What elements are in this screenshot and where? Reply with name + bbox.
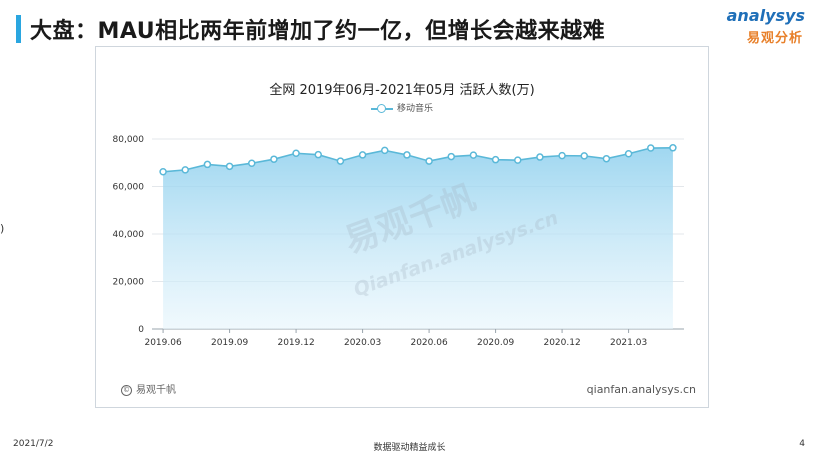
data-point [403,151,411,159]
source-left: © 易观千帆 [121,381,176,396]
x-tick-label: 2020.12 [543,338,580,348]
data-point [669,144,677,152]
left-edge-mark: ) [0,222,5,235]
footer-date: 2021/7/2 [13,439,54,449]
data-point [292,149,300,157]
data-point [624,149,633,158]
x-tick-label: 2021.03 [610,338,647,348]
x-tick-label: 2019.12 [277,338,314,348]
logo-text-en: analysys [726,6,805,25]
x-tick-label: 2020.09 [477,338,514,348]
source-right: qianfan.analysys.cn [586,383,696,396]
data-point [314,150,322,159]
x-tick-label: 2019.09 [211,338,248,348]
x-tick-label: 2019.06 [144,338,181,348]
chart-legend: 移动音乐 [96,101,708,114]
slide-title: 大盘：MAU相比两年前增加了约一亿，但增长会越来越难 [30,19,606,44]
data-point [336,157,345,165]
y-tick-label: 0 [138,325,144,335]
data-point [491,155,500,164]
logo-text-cn: 易观分析 [746,31,803,46]
data-point [358,151,367,159]
data-point [181,166,189,174]
data-point [159,168,167,176]
chart-svg: 0 20,000 40,000 60,000 80,000 2019.06 2019.09 2… [113,135,684,348]
data-point [536,153,544,161]
series-area [163,147,673,329]
data-point [381,146,389,155]
chart-panel: 0 20,000 40,000 60,000 80,000 2019.06 2019.09 2… [95,46,709,408]
data-point [469,151,478,159]
data-point [558,151,566,160]
analysys-logo: analysys 易观分析 [719,6,805,46]
chart-title: 全网 2019年06月-2021年05月 活跃人数(万) [269,83,535,98]
data-point [647,144,655,152]
title-accent-bar [16,15,21,43]
data-point [203,160,212,169]
x-tick-label: 2020.06 [410,338,447,348]
y-tick-label: 20,000 [113,278,145,288]
legend-line-marker-icon [370,103,393,114]
data-point [447,152,455,161]
y-tick-label: 60,000 [113,183,145,193]
x-tick-label: 2020.03 [344,338,381,348]
data-point [580,152,588,160]
copyright-icon: © [121,384,132,396]
y-tick-label: 80,000 [113,135,145,145]
data-point [248,159,256,167]
source-left-label: 易观千帆 [136,385,176,396]
data-point [225,162,234,171]
page-number: 4 [799,439,805,449]
data-point [425,157,433,165]
y-tick-label: 40,000 [113,230,145,240]
legend-label: 移动音乐 [396,104,433,114]
data-point [270,155,278,163]
data-point [514,156,522,164]
data-point [602,154,611,163]
footer-slogan: 数据驱动精益成长 [373,443,446,453]
